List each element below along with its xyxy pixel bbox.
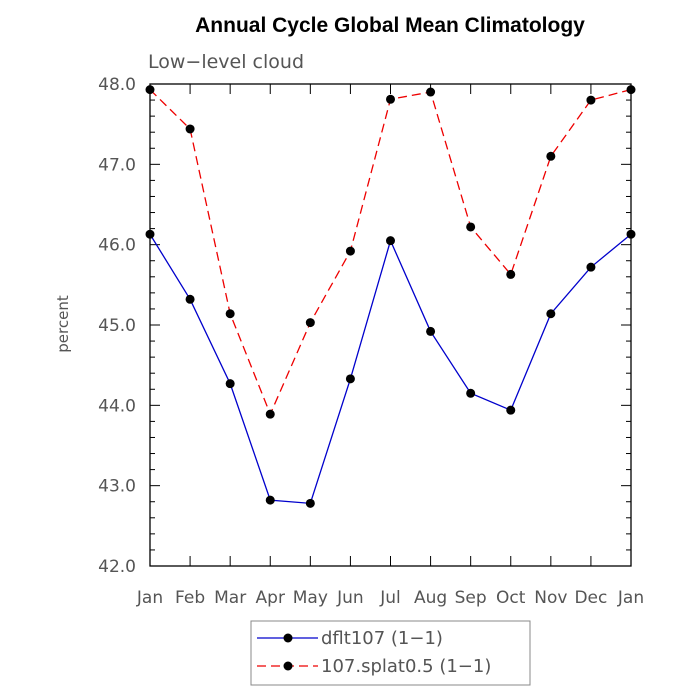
x-tick-label: May <box>293 588 328 608</box>
x-tick-label: Sep <box>455 588 487 608</box>
data-point <box>386 236 395 246</box>
data-point <box>265 409 275 419</box>
data-point <box>345 374 355 384</box>
x-tick-label: Feb <box>175 588 205 608</box>
series-1 <box>145 85 636 419</box>
y-tick-label: 43.0 <box>98 477 136 497</box>
x-tick-label: Aug <box>414 588 447 608</box>
data-point <box>426 87 436 97</box>
chart-subtitle: Low−level cloud <box>148 51 304 73</box>
data-point <box>305 318 315 328</box>
data-point <box>626 229 636 239</box>
legend-box <box>250 620 531 686</box>
x-tick-label: Oct <box>496 588 526 608</box>
data-point <box>506 269 516 279</box>
data-point <box>305 498 315 508</box>
x-tick-label: Dec <box>574 588 607 608</box>
x-tick-label: Jul <box>379 588 401 608</box>
y-tick-label: 42.0 <box>98 557 136 577</box>
x-tick-label: Apr <box>256 588 285 608</box>
x-tick-label: Jun <box>336 588 364 608</box>
axis-ticks: Jan Feb Mar Apr May Jun Jul Aug Sep Oct Nov Dec Jan4… <box>98 75 644 608</box>
data-point <box>586 262 596 272</box>
data-point <box>626 85 636 95</box>
y-tick-label: 46.0 <box>98 236 136 256</box>
series-line <box>149 233 632 505</box>
legend-marker <box>283 661 293 671</box>
data-point <box>185 294 195 304</box>
legend-label: dflt107 (1−1) <box>321 628 443 649</box>
data-point <box>426 326 436 336</box>
series-layer <box>145 85 636 508</box>
plot-frame <box>149 83 632 567</box>
data-point <box>546 151 556 161</box>
legend-label: 107.splat0.5 (1−1) <box>321 656 491 677</box>
x-tick-label: Jan <box>136 588 163 608</box>
data-point <box>225 379 235 389</box>
y-tick-label: 45.0 <box>98 316 136 336</box>
x-tick-label: Jan <box>617 588 644 608</box>
data-point <box>466 222 476 232</box>
data-point <box>345 246 355 256</box>
y-tick-label: 48.0 <box>98 75 136 95</box>
data-point <box>466 388 476 398</box>
legend: dflt107 (1−1) 107.splat0.5 (1−1) <box>250 620 531 686</box>
data-point <box>145 229 155 239</box>
legend-marker <box>283 633 293 643</box>
data-point <box>225 309 235 319</box>
data-point <box>185 124 195 134</box>
data-point <box>546 309 556 319</box>
data-point <box>506 405 516 415</box>
y-axis-label: percent <box>54 295 72 353</box>
x-tick-label: Nov <box>534 588 567 608</box>
y-tick-label: 47.0 <box>98 155 136 175</box>
x-tick-label: Mar <box>214 588 246 608</box>
series-0 <box>145 229 636 508</box>
y-tick-label: 44.0 <box>98 396 136 416</box>
data-point <box>265 495 275 505</box>
data-point <box>386 94 395 104</box>
data-point <box>145 85 155 95</box>
data-point <box>586 95 596 105</box>
chart-title: Annual Cycle Global Mean Climatology <box>195 14 585 37</box>
